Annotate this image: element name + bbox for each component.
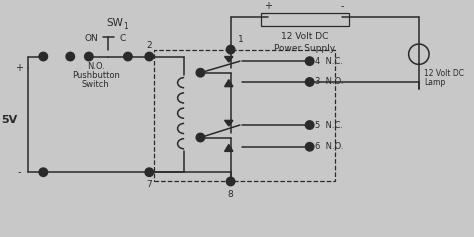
Polygon shape bbox=[225, 120, 233, 126]
Polygon shape bbox=[225, 144, 233, 151]
Text: N.O.: N.O. bbox=[87, 62, 105, 71]
Circle shape bbox=[39, 168, 47, 176]
Circle shape bbox=[196, 68, 205, 77]
Circle shape bbox=[145, 52, 154, 61]
Circle shape bbox=[305, 143, 314, 151]
Text: 12 Volt DC: 12 Volt DC bbox=[281, 32, 328, 41]
Circle shape bbox=[227, 46, 235, 54]
Text: Power Supply: Power Supply bbox=[274, 44, 336, 53]
Circle shape bbox=[305, 121, 314, 129]
Circle shape bbox=[66, 52, 74, 61]
Circle shape bbox=[196, 133, 205, 142]
Text: 1: 1 bbox=[237, 35, 243, 44]
Circle shape bbox=[124, 52, 132, 61]
Text: 3  N.O.: 3 N.O. bbox=[315, 77, 344, 87]
Bar bbox=[261, 13, 349, 27]
Text: ON: ON bbox=[84, 34, 98, 43]
Text: 6  N.O.: 6 N.O. bbox=[315, 142, 344, 151]
Circle shape bbox=[305, 78, 314, 86]
Text: +: + bbox=[264, 1, 272, 11]
Text: 5V: 5V bbox=[1, 115, 17, 125]
Bar bbox=[154, 50, 335, 182]
Text: C: C bbox=[119, 34, 125, 43]
Polygon shape bbox=[225, 56, 233, 62]
Text: 2: 2 bbox=[146, 41, 152, 50]
Text: Lamp: Lamp bbox=[424, 78, 446, 87]
Circle shape bbox=[305, 57, 314, 65]
Text: 8: 8 bbox=[228, 190, 234, 199]
Text: -: - bbox=[18, 167, 21, 177]
Text: Pushbutton: Pushbutton bbox=[72, 72, 120, 80]
Text: 1: 1 bbox=[124, 22, 128, 31]
Text: Switch: Switch bbox=[82, 80, 109, 89]
Circle shape bbox=[145, 168, 154, 176]
Circle shape bbox=[227, 177, 235, 186]
Text: 12 Volt DC: 12 Volt DC bbox=[424, 69, 465, 78]
Text: -: - bbox=[340, 1, 344, 11]
Circle shape bbox=[39, 52, 47, 61]
Text: 5  N.C.: 5 N.C. bbox=[315, 120, 343, 129]
Text: 7: 7 bbox=[146, 180, 152, 189]
Text: SW: SW bbox=[106, 18, 123, 28]
Circle shape bbox=[85, 52, 93, 61]
Text: 4  N.C.: 4 N.C. bbox=[315, 57, 343, 66]
Text: +: + bbox=[15, 63, 23, 73]
Polygon shape bbox=[225, 80, 233, 87]
